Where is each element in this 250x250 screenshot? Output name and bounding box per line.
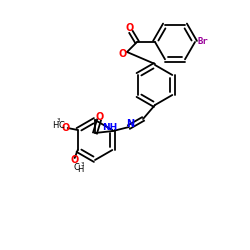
Text: Br: Br (198, 38, 209, 46)
Text: H: H (78, 166, 84, 174)
Text: N: N (126, 119, 134, 129)
Text: C: C (59, 122, 64, 130)
Text: O: O (96, 112, 104, 122)
Text: 3: 3 (81, 162, 84, 167)
Text: O: O (70, 155, 79, 165)
Text: H: H (52, 122, 59, 130)
Text: O: O (62, 123, 70, 133)
Text: NH: NH (102, 122, 118, 132)
Text: C: C (74, 164, 80, 172)
Text: 3: 3 (57, 118, 60, 123)
Text: O: O (119, 49, 127, 59)
Text: O: O (126, 23, 134, 33)
